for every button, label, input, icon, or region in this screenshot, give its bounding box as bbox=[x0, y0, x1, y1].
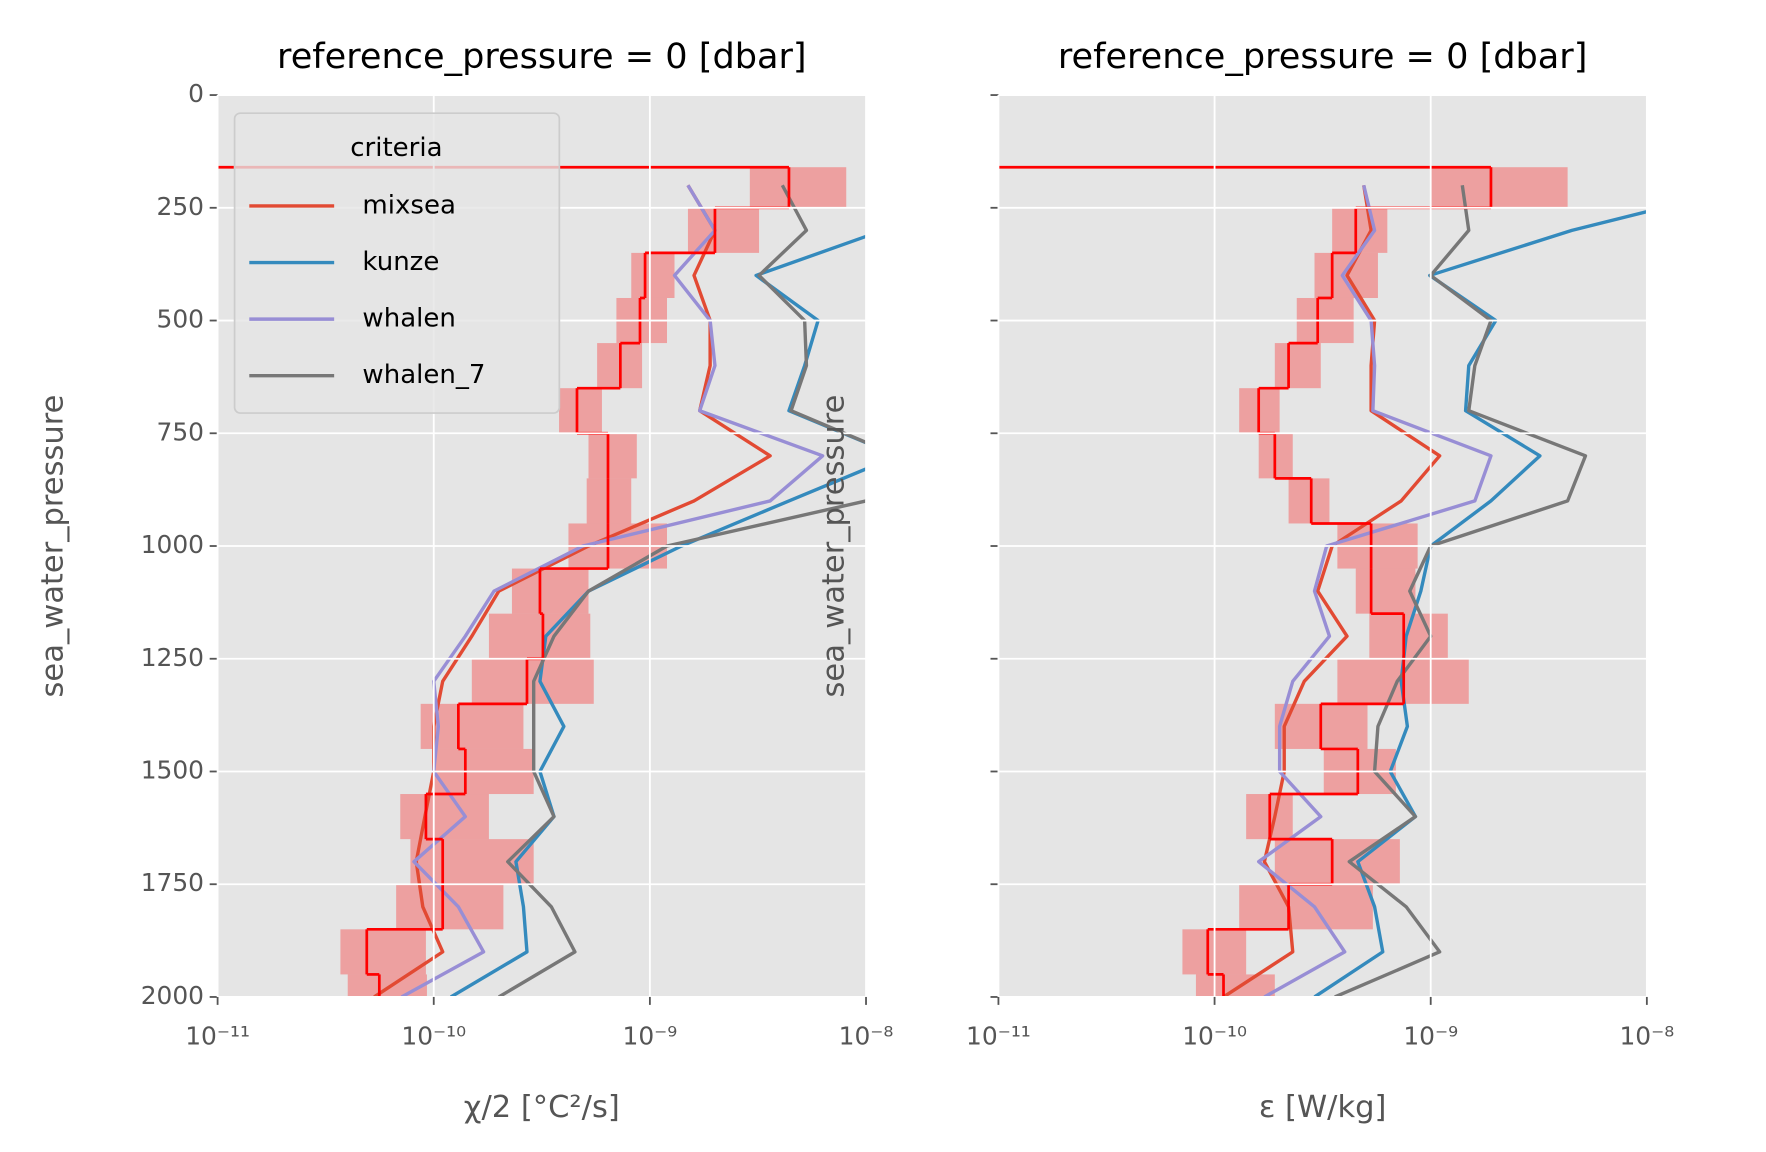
y-axis-label: sea_water_pressure bbox=[816, 395, 851, 698]
range-box bbox=[1274, 839, 1400, 885]
plot-area bbox=[217, 165, 867, 997]
chart-title: reference_pressure = 0 [dbar] bbox=[277, 36, 807, 77]
chart-title: reference_pressure = 0 [dbar] bbox=[1058, 36, 1588, 77]
range-box bbox=[749, 167, 847, 208]
range-box bbox=[1288, 478, 1330, 524]
legend-label: mixsea bbox=[362, 190, 455, 220]
y-tick-label: 2000 bbox=[141, 981, 204, 1010]
legend-label: whalen bbox=[362, 304, 455, 334]
range-box bbox=[1332, 207, 1388, 253]
x-tick-label: 10⁻⁸ bbox=[1619, 1021, 1674, 1050]
x-tick-label: 10⁻¹⁰ bbox=[1182, 1021, 1247, 1050]
range-box bbox=[340, 929, 426, 975]
range-box bbox=[396, 884, 504, 930]
range-box bbox=[1195, 974, 1275, 997]
range-box bbox=[559, 388, 602, 434]
x-tick-label: 10⁻¹¹ bbox=[185, 1021, 250, 1050]
y-tick-label: 1750 bbox=[141, 868, 204, 897]
range-box bbox=[400, 794, 489, 840]
legend-box bbox=[233, 112, 561, 414]
range-box bbox=[1430, 167, 1568, 208]
x-tick-label: 10⁻¹⁰ bbox=[401, 1021, 466, 1050]
range-box bbox=[1239, 884, 1373, 930]
legend-title: criteria bbox=[350, 133, 442, 163]
y-tick-label: 750 bbox=[157, 417, 204, 446]
y-tick-label: 0 bbox=[188, 79, 204, 108]
range-box bbox=[488, 613, 591, 659]
y-tick-label: 1250 bbox=[141, 643, 204, 672]
x-tick-label: 10⁻⁹ bbox=[1403, 1021, 1458, 1050]
x-tick-label: 10⁻⁹ bbox=[623, 1021, 678, 1050]
y-axis-label: sea_water_pressure bbox=[36, 395, 71, 698]
x-axis-label: ε [W/kg] bbox=[1259, 1090, 1387, 1125]
legend-label: whalen_7 bbox=[362, 360, 485, 390]
y-tick-label: 500 bbox=[157, 305, 204, 334]
x-tick-label: 10⁻⁸ bbox=[839, 1021, 894, 1050]
y-tick-label: 1500 bbox=[141, 755, 204, 784]
range-box bbox=[1369, 613, 1448, 659]
range-box bbox=[347, 974, 427, 997]
range-box bbox=[1355, 568, 1416, 614]
y-tick-label: 250 bbox=[157, 192, 204, 221]
range-box bbox=[1274, 343, 1321, 389]
legend-label: kunze bbox=[362, 247, 439, 277]
range-box bbox=[631, 252, 675, 298]
x-tick-label: 10⁻¹¹ bbox=[966, 1021, 1031, 1050]
y-tick-label: 1000 bbox=[141, 530, 204, 559]
x-axis-label: χ/2 [°C²/s] bbox=[464, 1090, 620, 1125]
range-box bbox=[588, 433, 637, 479]
